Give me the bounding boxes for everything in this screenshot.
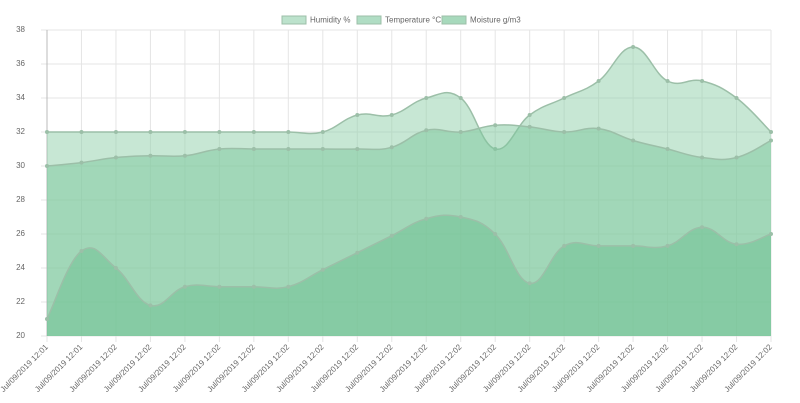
point [596, 79, 601, 83]
y-tick-label: 26 [16, 229, 25, 238]
point [424, 128, 429, 133]
line [46, 214, 772, 320]
point [631, 243, 636, 248]
point [424, 96, 429, 100]
point [45, 164, 49, 168]
point [45, 317, 49, 321]
point [113, 155, 118, 160]
point [458, 130, 463, 134]
point [700, 225, 705, 230]
legend-label: Humidity % [310, 16, 350, 25]
point [79, 160, 84, 165]
point [286, 130, 291, 134]
point [182, 284, 187, 289]
point [527, 124, 532, 129]
point [389, 113, 394, 117]
point [389, 233, 394, 238]
point [251, 284, 256, 289]
point [320, 130, 325, 134]
y-tick-label: 22 [16, 297, 25, 306]
point [182, 130, 187, 134]
point [769, 232, 773, 236]
point [493, 123, 498, 128]
y-tick-label: 36 [16, 59, 25, 68]
point [527, 113, 532, 117]
point [769, 138, 773, 143]
y-tick-label: 20 [16, 331, 25, 340]
point [45, 130, 49, 134]
point [596, 243, 601, 248]
point [734, 242, 739, 247]
legend-label: Temperature °C [385, 16, 441, 25]
point [286, 284, 291, 289]
point [665, 79, 670, 83]
point [251, 130, 256, 134]
point [734, 96, 739, 100]
point [700, 155, 705, 160]
y-tick-label: 34 [16, 93, 25, 102]
point [458, 96, 463, 100]
point [286, 147, 291, 151]
point [79, 249, 84, 253]
point [355, 250, 360, 255]
point [355, 113, 360, 117]
point [562, 96, 567, 100]
point [562, 130, 567, 134]
y-tick-label: 32 [16, 127, 25, 136]
point [665, 243, 670, 248]
point [320, 267, 325, 272]
point [148, 303, 153, 308]
y-tick-label: 24 [16, 263, 25, 272]
point [182, 153, 187, 158]
y-tick-label: 28 [16, 195, 25, 204]
legend-swatch [281, 15, 307, 25]
point [251, 147, 256, 151]
point [217, 147, 222, 151]
point [527, 281, 532, 286]
point [355, 147, 360, 151]
line [46, 124, 772, 167]
y-tick-label: 30 [16, 161, 25, 170]
point [113, 266, 118, 270]
point [148, 153, 153, 158]
point [631, 45, 636, 49]
point [424, 216, 429, 221]
point [596, 126, 601, 131]
line [47, 46, 772, 150]
legend-label: Moisture g/m3 [470, 16, 521, 25]
point [217, 284, 222, 289]
point [734, 155, 739, 160]
y-tick-label: 38 [16, 25, 25, 34]
point [769, 130, 773, 134]
point [493, 232, 498, 236]
point [700, 79, 705, 83]
legend-swatch [441, 15, 467, 25]
point [320, 147, 325, 151]
point [389, 145, 394, 150]
point [113, 130, 118, 134]
point [562, 243, 567, 248]
legend-swatch [356, 15, 382, 25]
point [79, 130, 84, 134]
point [631, 138, 636, 143]
point [148, 130, 153, 134]
point [217, 130, 222, 134]
point [458, 215, 463, 219]
point [665, 147, 670, 151]
